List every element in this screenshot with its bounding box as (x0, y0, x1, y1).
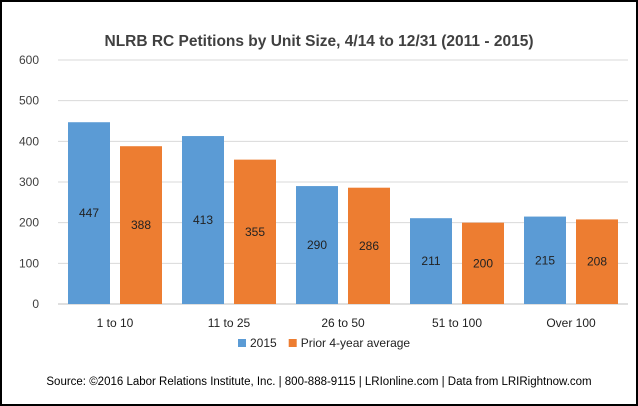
bar-series2 (234, 159, 276, 304)
legend-swatch (238, 339, 246, 347)
y-tick-label: 0 (32, 297, 39, 311)
bar-series1 (68, 122, 110, 304)
bar-series1 (524, 216, 566, 304)
y-tick-label: 500 (19, 94, 39, 108)
data-label: 388 (131, 218, 151, 232)
y-tick-label: 100 (19, 256, 39, 270)
x-tick-label: 1 to 10 (97, 316, 134, 330)
bar-series2 (348, 187, 390, 304)
data-label: 200 (473, 256, 493, 270)
chart-title: NLRB RC Petitions by Unit Size, 4/14 to … (105, 33, 534, 50)
x-axis: 1 to 10 11 to 25 26 to 50 51 to 100 Over 100 (97, 316, 596, 330)
data-label: 355 (245, 225, 265, 239)
data-label: 208 (587, 255, 607, 269)
bars: 447 388 413 355 290 286 211 200 215 208 (68, 122, 618, 304)
x-tick-label: 11 to 25 (208, 316, 251, 330)
data-label: 413 (193, 213, 213, 227)
y-tick-label: 200 (19, 216, 39, 230)
data-label: 447 (79, 206, 99, 220)
x-tick-label: 51 to 100 (432, 316, 482, 330)
data-label: 215 (535, 253, 555, 267)
y-tick-label: 600 (19, 53, 39, 67)
bar-series2 (576, 219, 618, 304)
bar-series2 (462, 222, 504, 304)
x-tick-label: Over 100 (546, 316, 596, 330)
data-label: 290 (307, 238, 327, 252)
bar-series1 (296, 186, 338, 304)
data-label: 286 (359, 239, 379, 253)
bar-series1 (182, 136, 224, 304)
y-tick-label: 400 (19, 134, 39, 148)
y-tick-label: 300 (19, 175, 39, 189)
bar-series2 (120, 146, 162, 304)
chart: NLRB RC Petitions by Unit Size, 4/14 to … (19, 33, 628, 350)
legend-label: 2015 (250, 336, 277, 350)
legend: 2015 Prior 4-year average (238, 336, 410, 350)
legend-swatch (288, 339, 297, 347)
data-label: 211 (421, 254, 440, 268)
y-axis: 0 100 200 300 400 500 600 (19, 53, 39, 311)
x-tick-label: 26 to 50 (321, 316, 365, 330)
bar-series1 (410, 218, 452, 304)
source-note: Source: ©2016 Labor Relations Institute,… (46, 376, 592, 388)
legend-label: Prior 4-year average (301, 336, 411, 350)
